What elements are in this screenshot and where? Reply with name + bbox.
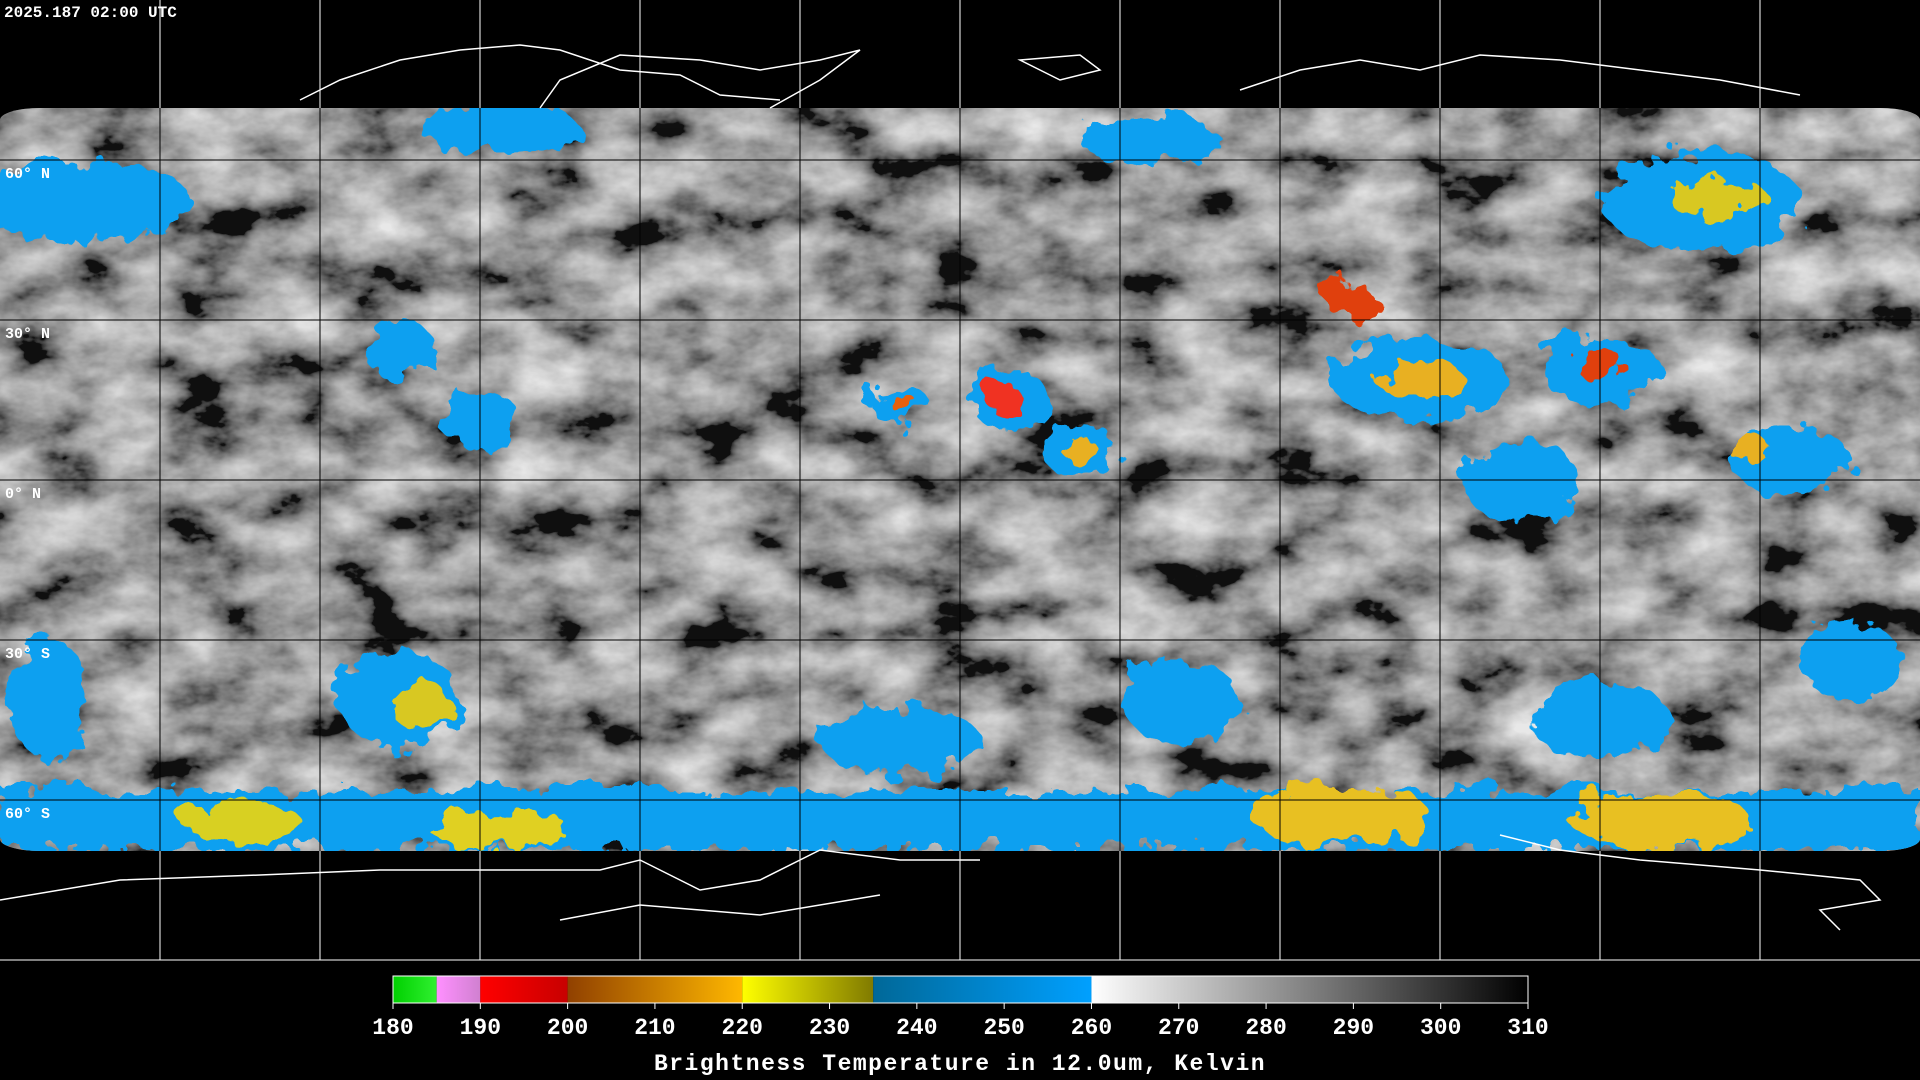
- coastline: [299, 44, 781, 101]
- colorbar-tick-label: 310: [1507, 1015, 1548, 1041]
- colorbar-segment: [1091, 976, 1528, 1003]
- colorbar-tick-label: 260: [1071, 1015, 1112, 1041]
- colorbar-tick-label: 180: [372, 1015, 413, 1041]
- coastline: [1017, 54, 1102, 81]
- colorbar-tick-label: 200: [547, 1015, 588, 1041]
- latitude-label: 60° S: [5, 806, 50, 823]
- colorbar-tick-label: 280: [1245, 1015, 1286, 1041]
- coastline: [0, 849, 980, 901]
- colorbar-tick-label: 230: [809, 1015, 850, 1041]
- coastlines: [0, 44, 1882, 931]
- latitude-label: 30° N: [5, 326, 50, 343]
- colorbar-segment: [393, 976, 437, 1003]
- inner-grid: [0, 108, 1920, 851]
- colorbar-segment: [742, 976, 874, 1003]
- colorbar-tick-label: 240: [896, 1015, 937, 1041]
- colorbar-segment: [436, 976, 481, 1003]
- colorbar-tick-label: 270: [1158, 1015, 1199, 1041]
- colorbar-segment: [480, 976, 568, 1003]
- colorbar-frame: [392, 975, 1529, 1004]
- colorbar-tick-label: 250: [983, 1015, 1024, 1041]
- latitude-label: 60° N: [5, 166, 50, 183]
- colorbar-title: Brightness Temperature in 12.0um, Kelvin: [654, 1051, 1266, 1077]
- colorbar-segment: [567, 976, 743, 1003]
- coastline: [1499, 834, 1882, 931]
- colorbar-tick-label: 210: [634, 1015, 675, 1041]
- colorbar-segment: [873, 976, 1092, 1003]
- coastline: [1239, 54, 1801, 96]
- colorbar-tick-label: 220: [722, 1015, 763, 1041]
- colorbar-tick-label: 290: [1333, 1015, 1374, 1041]
- coastline: [539, 49, 861, 109]
- colorbar-tick-label: 300: [1420, 1015, 1461, 1041]
- colorbar-tick-label: 190: [460, 1015, 501, 1041]
- colorbar: 180 190 200 210 220 230 240 250 260 270 280 290 300 3…: [372, 975, 1549, 1041]
- latitude-label: 0° N: [5, 486, 41, 503]
- latitude-label: 30° S: [5, 646, 50, 663]
- timestamp: 2025.187 02:00 UTC: [4, 4, 177, 22]
- coastline: [559, 894, 881, 921]
- latitude-labels: 60° N 30° N 0° N 30° S 60° S: [5, 166, 50, 823]
